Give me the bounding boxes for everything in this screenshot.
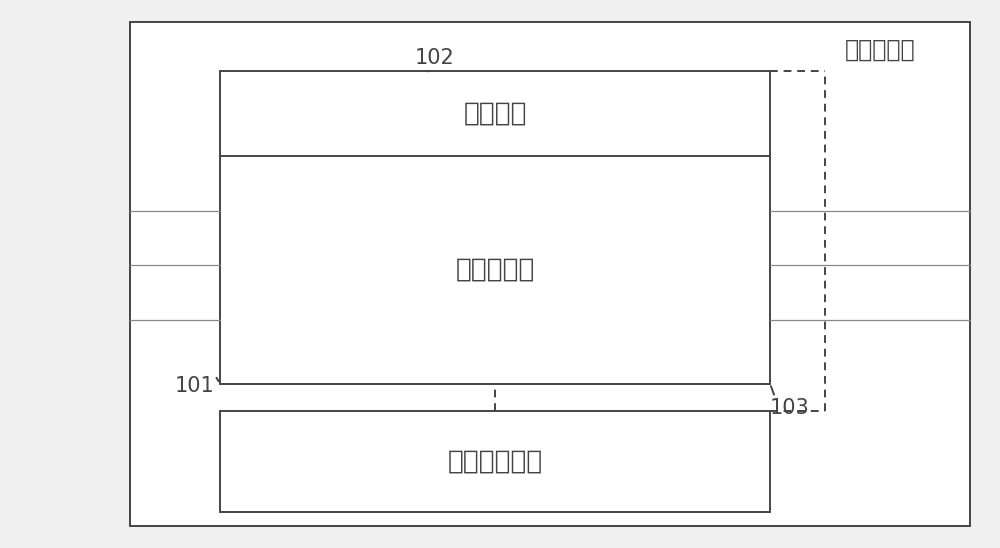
Text: 中央控制单元: 中央控制单元 xyxy=(447,449,543,475)
Bar xyxy=(220,71,770,384)
Text: 101: 101 xyxy=(175,376,215,396)
Bar xyxy=(130,22,970,526)
Text: 102: 102 xyxy=(415,48,455,67)
Text: 散热系统: 散热系统 xyxy=(463,101,527,127)
Text: 变流主电路: 变流主电路 xyxy=(455,257,535,283)
Text: 风电变流器: 风电变流器 xyxy=(845,37,916,61)
Text: 103: 103 xyxy=(770,398,810,418)
Bar xyxy=(220,411,770,512)
